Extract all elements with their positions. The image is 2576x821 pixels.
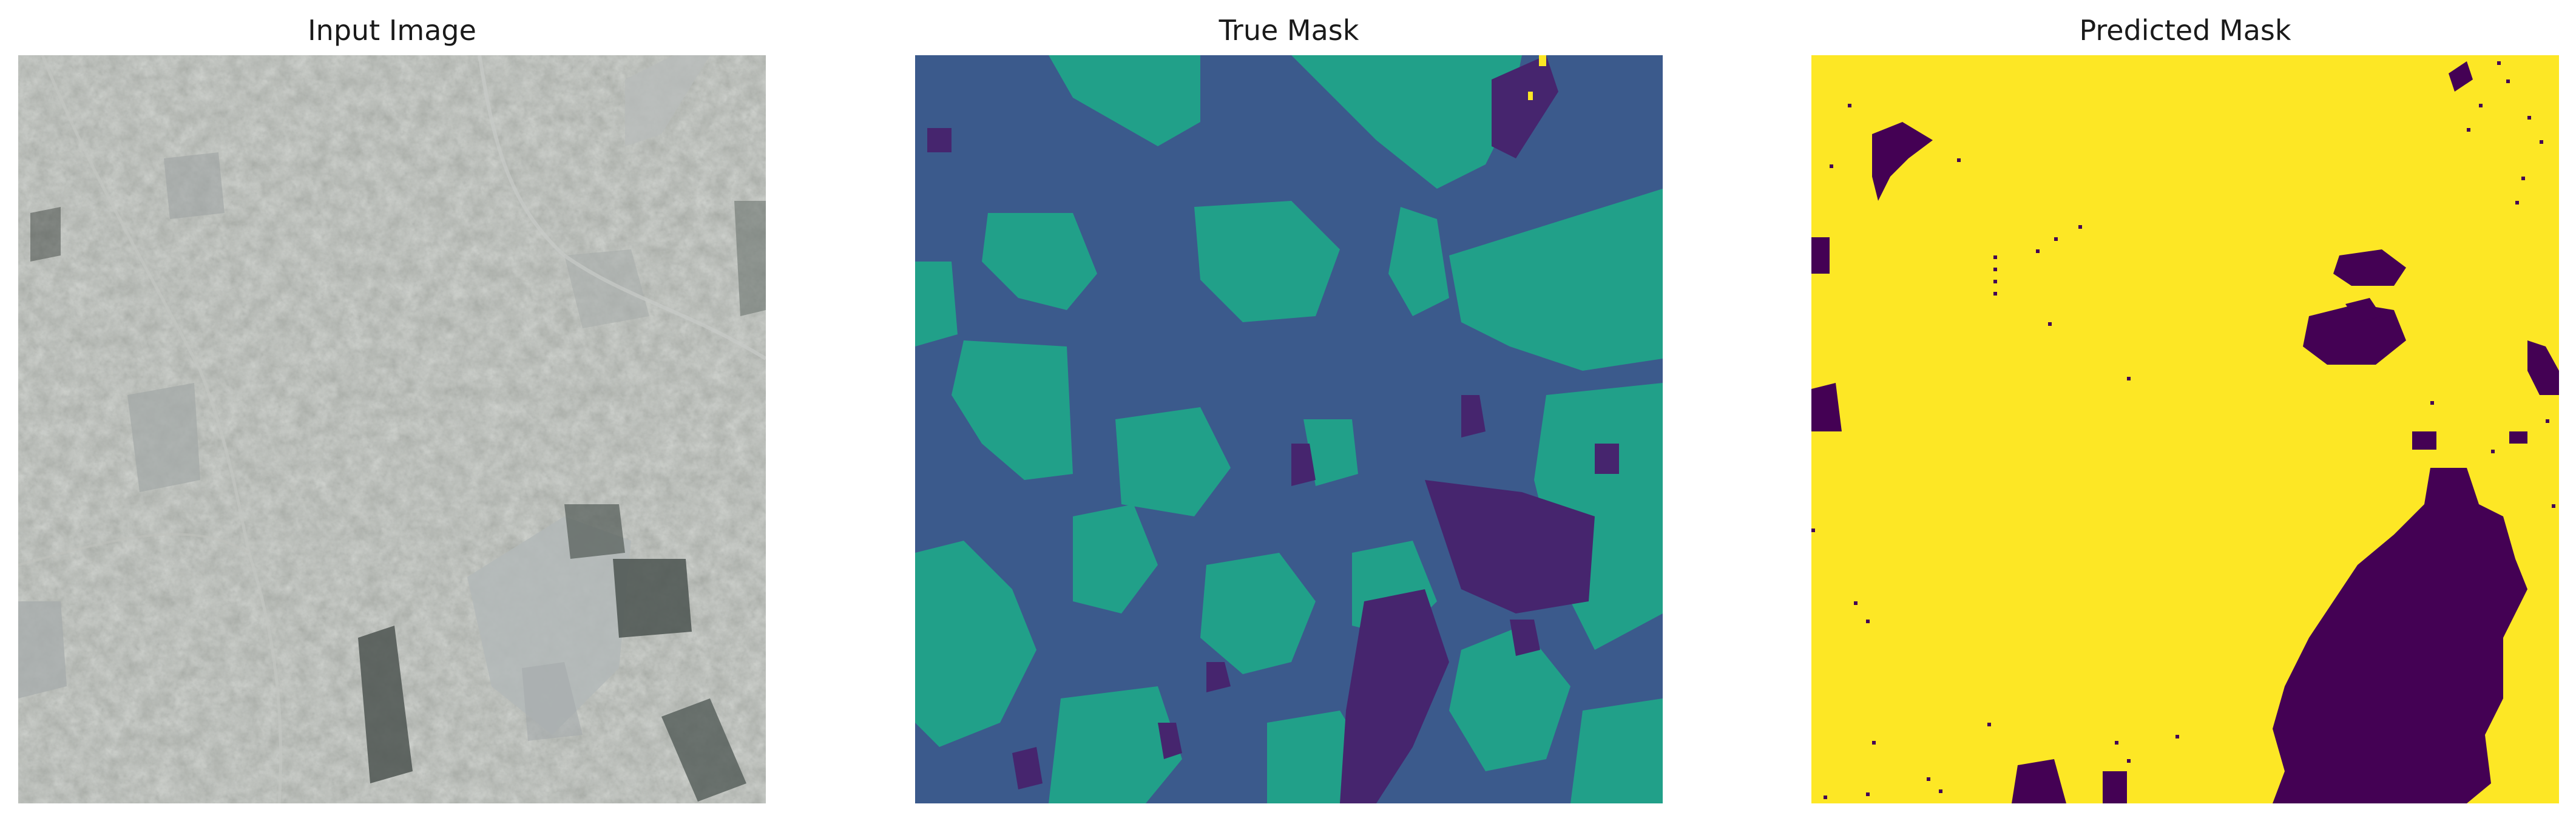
true-mask-image [915, 55, 1663, 803]
true-mask-title: True Mask [1219, 14, 1359, 47]
predicted-mask-panel: Predicted Mask [1811, 0, 2559, 821]
input-image-title: Input Image [308, 14, 476, 47]
predicted-mask-image [1811, 55, 2559, 803]
input-image [18, 55, 766, 803]
true-mask-panel: True Mask [915, 0, 1663, 821]
predicted-mask-title: Predicted Mask [2079, 14, 2291, 47]
input-image-panel: Input Image [18, 0, 766, 821]
